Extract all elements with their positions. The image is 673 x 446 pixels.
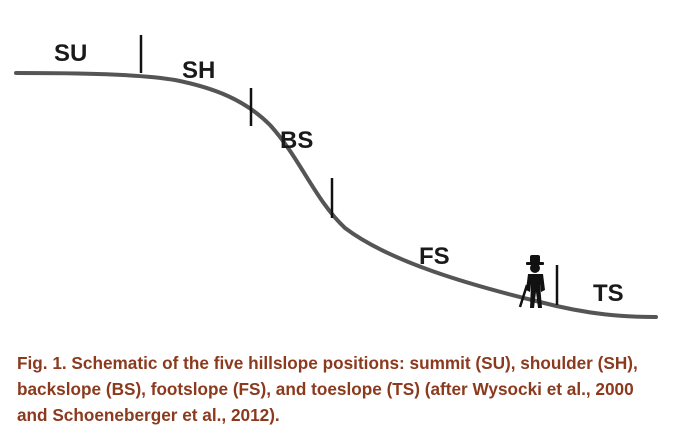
- hillslope-diagram: SU SH BS FS TS: [14, 35, 658, 319]
- label-shoulder: SH: [182, 57, 215, 84]
- figure-caption: Fig. 1. Schematic of the five hillslope …: [17, 353, 638, 425]
- label-backslope: BS: [280, 127, 313, 154]
- label-toeslope: TS: [593, 280, 624, 307]
- hillslope-profile: [14, 71, 658, 319]
- label-footslope: FS: [419, 243, 450, 270]
- label-summit: SU: [54, 40, 87, 67]
- person-standing-icon: [518, 255, 545, 308]
